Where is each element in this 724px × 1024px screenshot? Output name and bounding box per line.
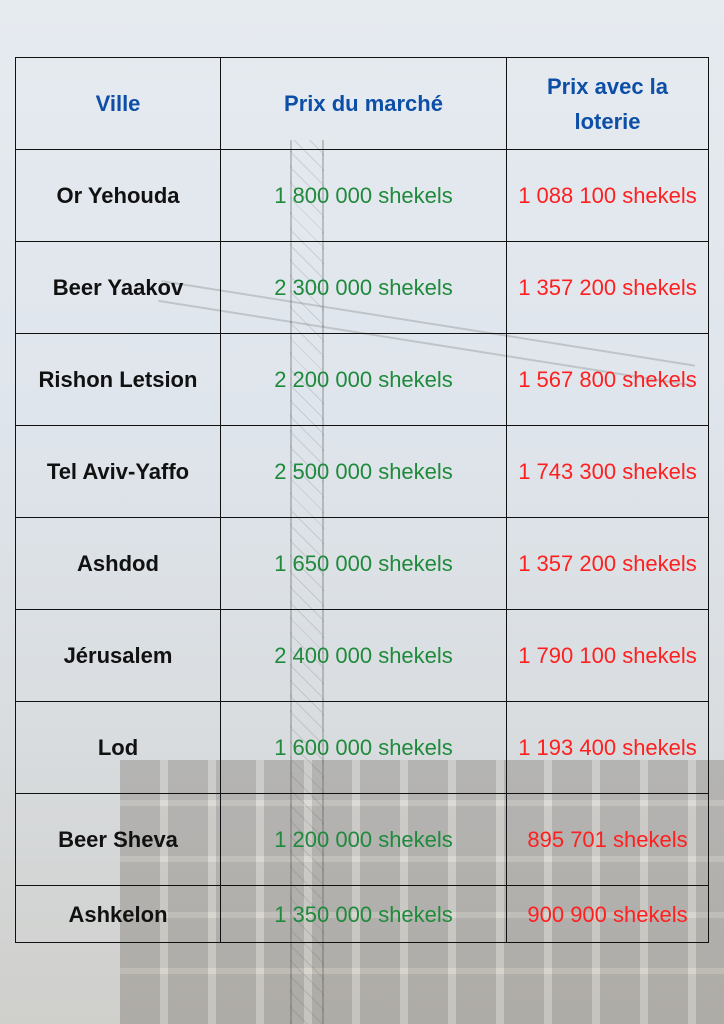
market-price-cell: 2 200 000 shekels <box>220 333 507 426</box>
market-price-cell: 2 300 000 shekels <box>220 241 507 334</box>
lottery-price-cell: 900 900 shekels <box>506 885 709 943</box>
city-cell: Jérusalem <box>15 609 221 702</box>
city-cell: Or Yehouda <box>15 149 221 242</box>
market-price-cell: 1 650 000 shekels <box>220 517 507 610</box>
market-price-cell: 1 200 000 shekels <box>220 793 507 886</box>
lottery-price-cell: 1 088 100 shekels <box>506 149 709 242</box>
table-row: Beer Yaakov 2 300 000 shekels 1 357 200 sh… <box>15 241 709 334</box>
lottery-price-cell: 895 701 shekels <box>506 793 709 886</box>
price-table: Ville Prix du marché Prix avec la loteri… <box>15 57 709 943</box>
city-cell: Beer Sheva <box>15 793 221 886</box>
header-market-price: Prix du marché <box>220 57 507 150</box>
table-row: Tel Aviv-Yaffo 2 500 000 shekels 1 743 300… <box>15 425 709 518</box>
lottery-price-cell: 1 567 800 shekels <box>506 333 709 426</box>
city-cell: Ashdod <box>15 517 221 610</box>
table-row: Lod 1 600 000 shekels 1 193 400 shekels <box>15 701 709 794</box>
table-row: Beer Sheva 1 200 000 shekels 895 701 sheke… <box>15 793 709 886</box>
lottery-price-cell: 1 357 200 shekels <box>506 241 709 334</box>
header-city: Ville <box>15 57 221 150</box>
market-price-cell: 1 600 000 shekels <box>220 701 507 794</box>
market-price-cell: 1 350 000 shekels <box>220 885 507 943</box>
table-row: Ashkelon 1 350 000 shekels 900 900 shekels <box>15 885 709 943</box>
table-row: Ashdod 1 650 000 shekels 1 357 200 shekels <box>15 517 709 610</box>
header-lottery-price: Prix avec la loterie <box>506 57 709 150</box>
city-cell: Beer Yaakov <box>15 241 221 334</box>
city-cell: Lod <box>15 701 221 794</box>
city-cell: Ashkelon <box>15 885 221 943</box>
lottery-price-cell: 1 743 300 shekels <box>506 425 709 518</box>
header-row: Ville Prix du marché Prix avec la loteri… <box>15 57 709 150</box>
market-price-cell: 2 400 000 shekels <box>220 609 507 702</box>
market-price-cell: 2 500 000 shekels <box>220 425 507 518</box>
table-row: Rishon Letsion 2 200 000 shekels 1 567 800… <box>15 333 709 426</box>
city-cell: Rishon Letsion <box>15 333 221 426</box>
lottery-price-cell: 1 357 200 shekels <box>506 517 709 610</box>
table-row: Or Yehouda 1 800 000 shekels 1 088 100 she… <box>15 149 709 242</box>
lottery-price-cell: 1 193 400 shekels <box>506 701 709 794</box>
table-row: Jérusalem 2 400 000 shekels 1 790 100 shek… <box>15 609 709 702</box>
market-price-cell: 1 800 000 shekels <box>220 149 507 242</box>
lottery-price-cell: 1 790 100 shekels <box>506 609 709 702</box>
city-cell: Tel Aviv-Yaffo <box>15 425 221 518</box>
